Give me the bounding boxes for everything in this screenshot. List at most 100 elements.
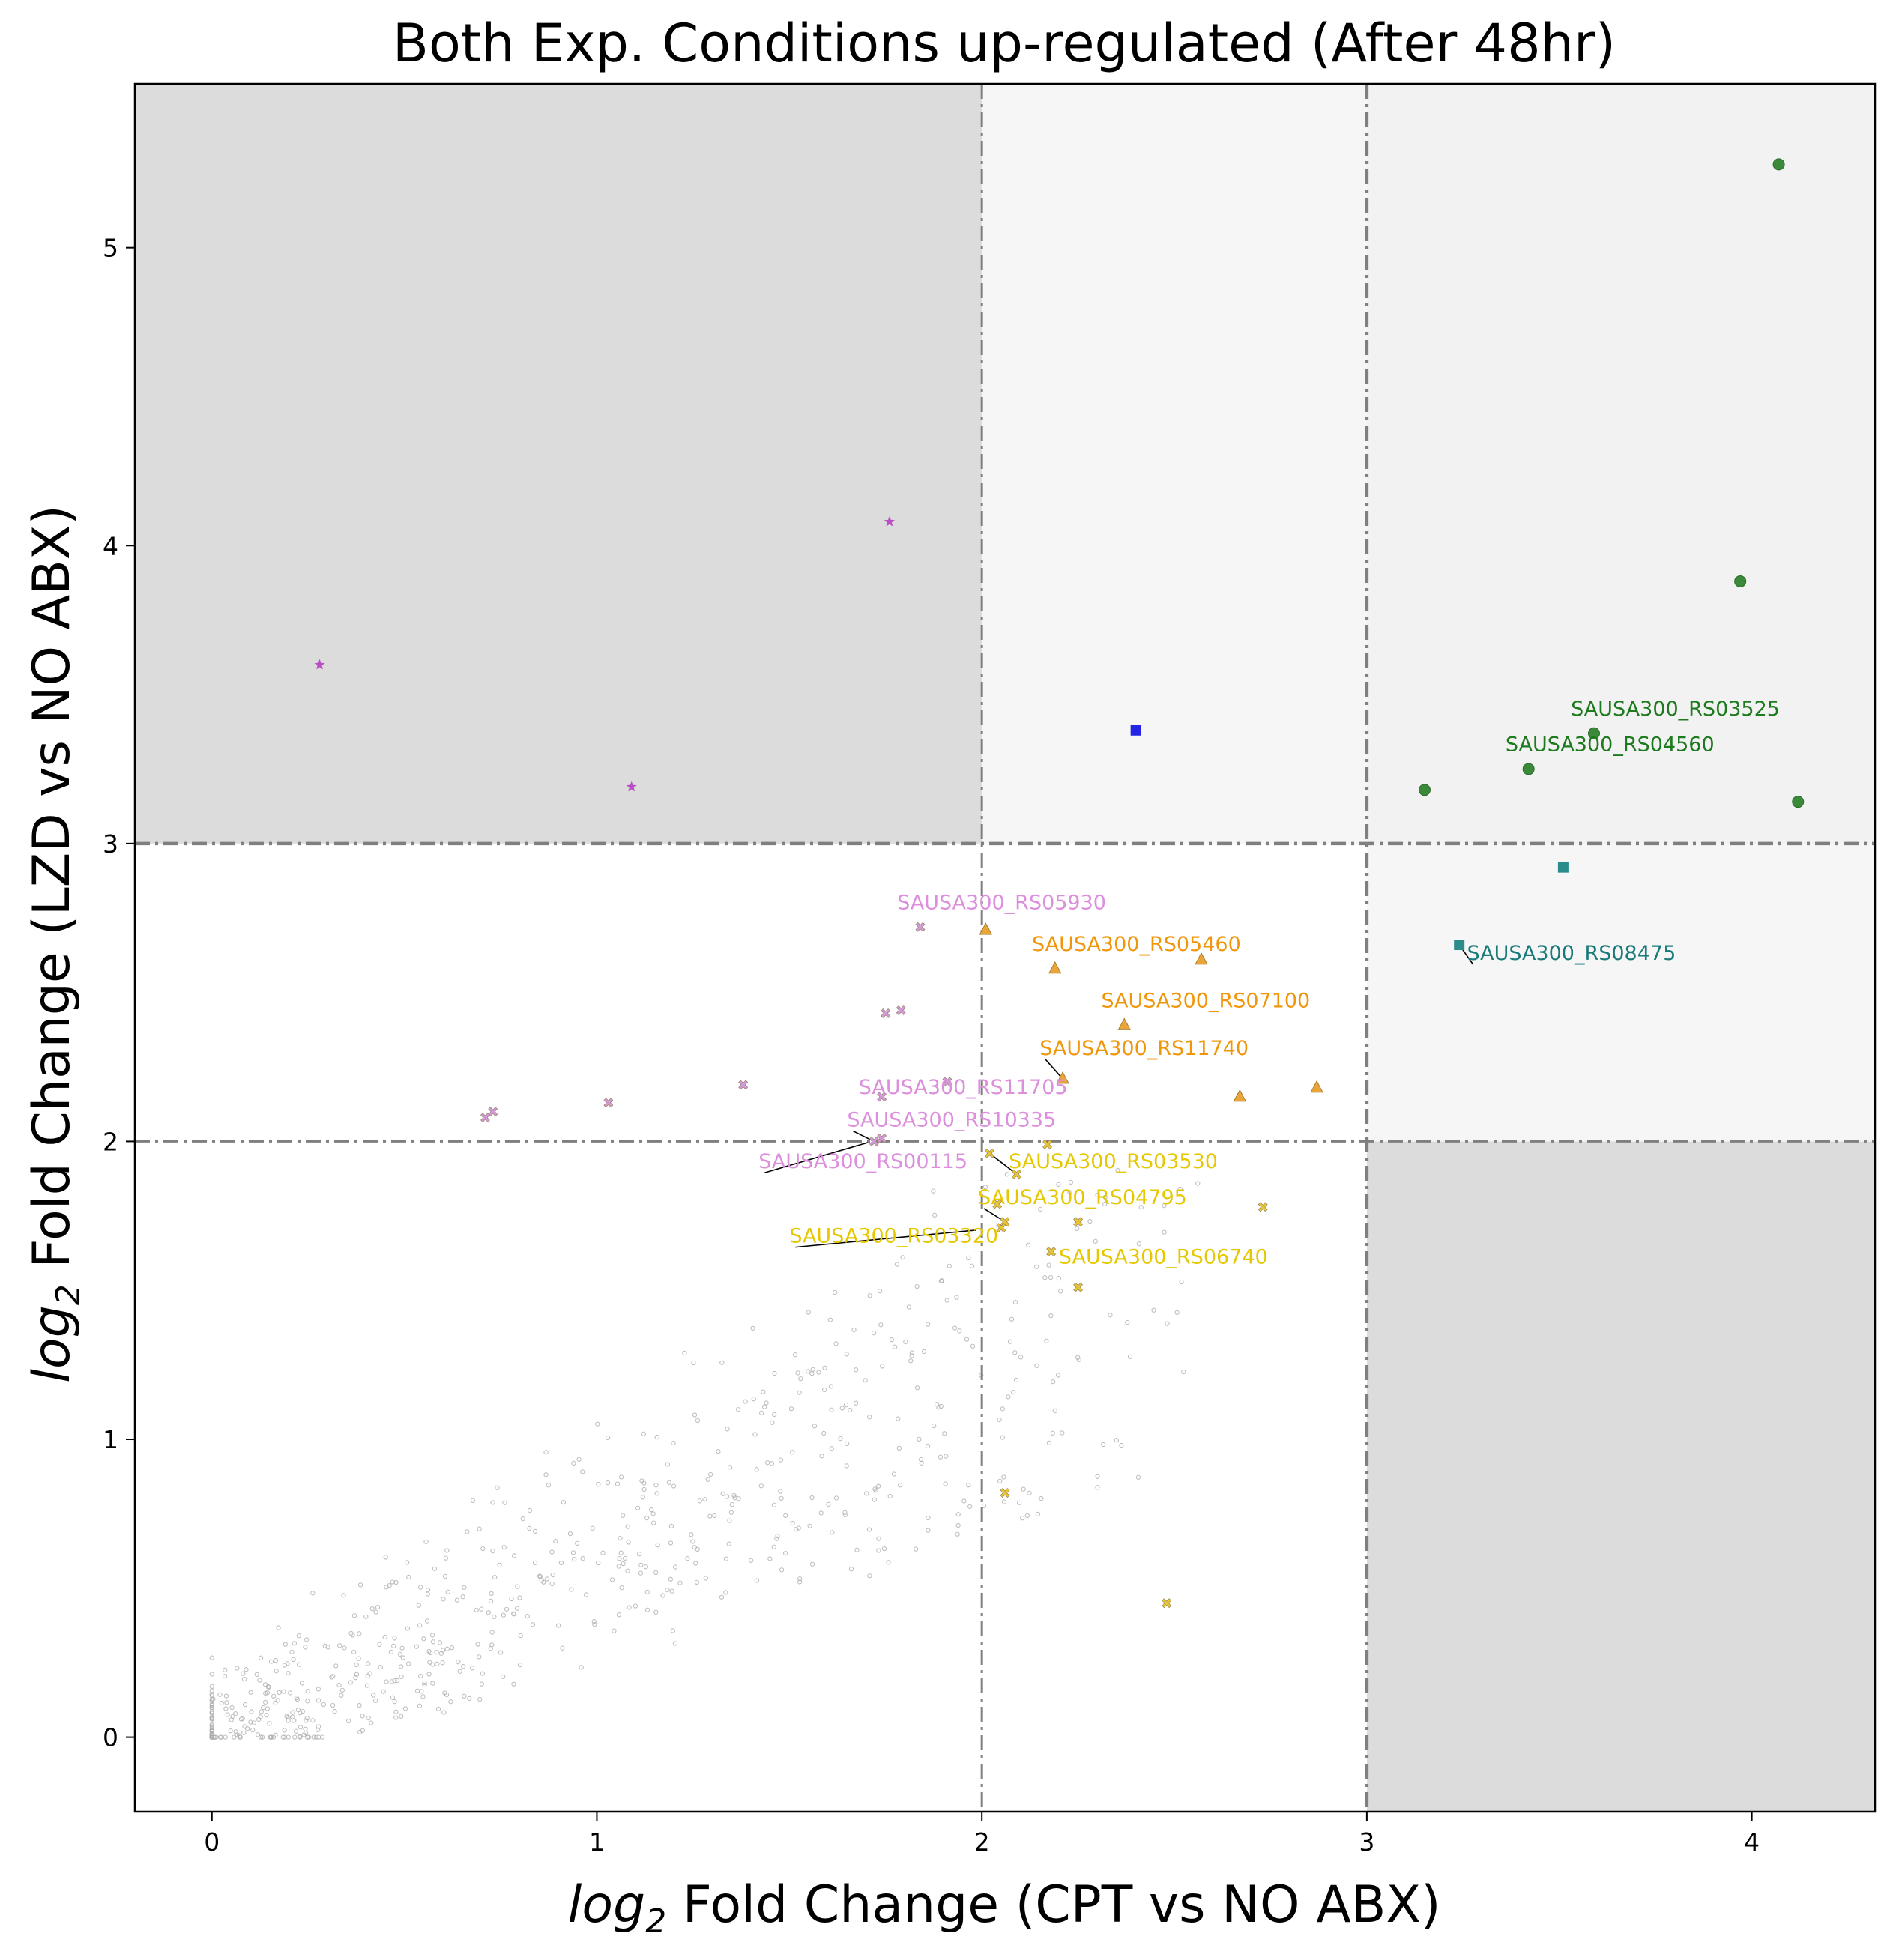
data-point [1046,1247,1057,1256]
background-point [727,1518,732,1523]
background-point [233,1711,238,1716]
threshold-lines [135,84,1875,1812]
data-point [979,922,992,935]
background-point [532,1560,538,1566]
y-tick-label: 5 [103,234,118,263]
background-point [590,1525,595,1531]
background-point [1009,1316,1015,1322]
background-point [465,1529,470,1534]
background-point [209,1725,214,1731]
background-point [638,1570,644,1576]
background-point [887,1493,893,1499]
background-point [254,1672,259,1678]
background-point [382,1634,387,1640]
background-point [373,1609,378,1615]
data-point [1130,725,1141,736]
background-point [1027,1490,1032,1495]
background-point [748,1558,754,1563]
background-point [1119,1442,1124,1448]
background-point [289,1649,295,1655]
data-point [1042,1139,1052,1149]
background-point [644,1589,650,1595]
background-point [843,1402,849,1408]
background-point [502,1500,507,1505]
background-point [456,1659,461,1665]
background-point [758,1483,764,1489]
background-point [381,1689,386,1694]
x-tick-label: 1 [589,1827,605,1857]
background-point [891,1471,897,1477]
background-point [425,1588,431,1593]
background-point [637,1552,642,1557]
background-point [357,1582,363,1588]
background-point [511,1681,516,1687]
background-point [532,1528,538,1534]
background-point [387,1583,392,1588]
background-point [821,1387,827,1393]
background-point [617,1555,622,1561]
data-point [896,1005,906,1015]
background-point [668,1540,674,1546]
background-point [479,1681,485,1687]
background-point [229,1705,235,1711]
background-point [441,1597,446,1602]
chart-title: Both Exp. Conditions up-regulated (After… [393,13,1616,74]
background-point [405,1661,411,1666]
background-point [337,1643,342,1648]
gene-label: SAUSA300_RS03530 [1009,1150,1218,1173]
background-point [844,1352,849,1357]
background-point [297,1734,302,1739]
background-point [932,1212,938,1218]
background-point [1102,1194,1108,1200]
background-point [981,1503,987,1509]
background-point [527,1507,533,1513]
background-point [329,1675,334,1680]
background-point [690,1539,695,1544]
background-point [848,1567,854,1572]
background-point [406,1574,411,1580]
background-point [827,1317,833,1322]
background-point [1001,1474,1006,1480]
background-point [305,1689,310,1694]
background-point [417,1623,423,1628]
background-point [284,1714,289,1719]
background-point [383,1555,388,1560]
background-point [871,1330,877,1336]
background-point [1058,1289,1063,1294]
background-point [1101,1442,1106,1448]
background-point [209,1734,214,1740]
background-point [1012,1350,1018,1355]
data-point [884,516,895,527]
background-point [938,1278,944,1284]
background-point [372,1698,378,1704]
background-point [723,1556,729,1561]
background-point [954,1295,959,1300]
background-point [648,1507,654,1513]
background-point [240,1716,245,1722]
background-point [691,1360,696,1366]
background-point [257,1678,262,1683]
background-point [264,1713,269,1718]
background-point [351,1613,357,1618]
background-point [914,1283,920,1289]
background-point [592,1621,597,1627]
background-point [695,1418,701,1424]
background-point [422,1682,427,1688]
background-point [812,1424,818,1429]
background-point [316,1698,321,1703]
background-point [423,1539,429,1544]
data-point [1162,1598,1172,1609]
background-point [926,1515,931,1521]
background-point [543,1472,549,1477]
background-point [650,1511,656,1516]
background-point [925,1322,931,1327]
background-point [997,1417,1002,1423]
shaded-region [135,84,982,844]
data-point [1310,1080,1323,1093]
background-point [224,1700,229,1705]
data-point [985,1148,994,1158]
background-point [365,1661,371,1666]
background-point [414,1644,419,1649]
background-point [367,1671,372,1676]
background-point [794,1527,799,1532]
